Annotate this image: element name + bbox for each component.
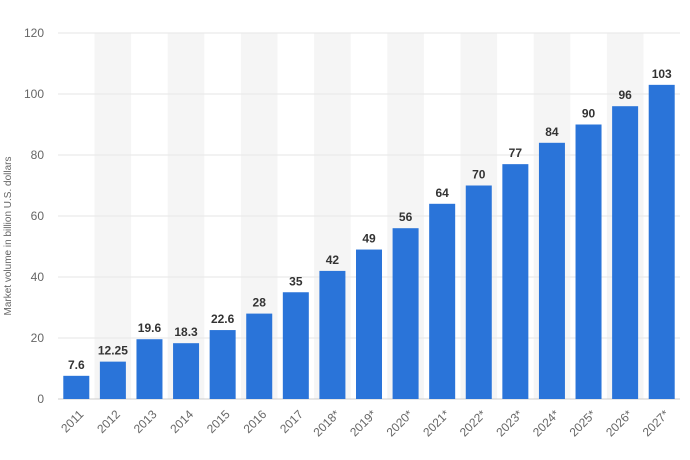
data-labels: 7.6 12.25 19.6 18.3 22.6 28 35 42 49 56 64 70 77 84 90… (68, 67, 672, 372)
bar (392, 228, 419, 399)
x-axis-tick-labels: 2011 2012 2013 2014 2015 2016 2017 2018* 2019* 20… (58, 407, 672, 439)
y-tick-label: 120 (24, 26, 44, 40)
y-tick-label: 60 (31, 209, 45, 223)
x-tick-label: 2023* (493, 407, 525, 439)
y-tick-label: 80 (31, 148, 45, 162)
y-axis-tick-labels: 0 20 40 60 80 100 120 (24, 26, 44, 406)
data-label: 22.6 (211, 312, 235, 326)
x-tick-label: 2026* (603, 407, 635, 439)
data-label: 103 (652, 67, 672, 81)
data-label: 56 (399, 210, 413, 224)
data-label: 64 (435, 186, 449, 200)
y-tick-label: 40 (31, 270, 45, 284)
y-tick-label: 100 (24, 87, 44, 101)
x-tick-label: 2013 (131, 407, 160, 436)
bar (136, 339, 163, 399)
x-tick-label: 2011 (58, 407, 86, 435)
x-tick-label: 2025* (567, 407, 599, 439)
y-tick-label: 20 (31, 331, 45, 345)
data-label: 19.6 (138, 321, 162, 335)
x-tick-label: 2017 (277, 407, 306, 436)
x-tick-label: 2020* (384, 407, 416, 439)
x-tick-label: 2014 (167, 407, 196, 436)
bars (63, 84, 675, 400)
bar (356, 249, 382, 399)
y-tick-label: 0 (37, 392, 44, 406)
x-tick-label: 2012 (94, 407, 123, 436)
data-label: 18.3 (174, 325, 198, 339)
x-tick-label: 2016 (241, 407, 270, 436)
bar (246, 313, 273, 399)
data-label: 90 (582, 107, 596, 121)
bar (429, 203, 456, 399)
y-axis-title: Market volume in billion U.S. dollars (3, 157, 14, 316)
bar (63, 375, 90, 399)
data-label: 28 (253, 296, 267, 310)
bar (538, 142, 565, 400)
bar (173, 343, 200, 399)
x-tick-label: 2027* (640, 407, 672, 439)
data-label: 42 (326, 253, 340, 267)
bar (612, 106, 639, 399)
data-label: 70 (472, 168, 486, 182)
bar (575, 124, 602, 399)
x-tick-label: 2022* (457, 407, 489, 439)
data-label: 35 (289, 274, 303, 288)
data-label: 12.25 (98, 344, 128, 358)
bar (319, 270, 346, 399)
bar (99, 361, 126, 399)
bar (282, 292, 309, 399)
bar (648, 84, 675, 399)
bar (502, 164, 529, 399)
data-label: 77 (509, 146, 523, 160)
data-label: 49 (362, 232, 376, 246)
x-tick-label: 2019* (347, 407, 379, 439)
x-tick-label: 2024* (530, 407, 562, 439)
data-label: 96 (618, 88, 632, 102)
bar (465, 185, 492, 399)
data-label: 7.6 (68, 358, 85, 372)
bar (209, 330, 236, 399)
x-tick-label: 2015 (204, 407, 233, 436)
data-label: 84 (545, 125, 559, 139)
x-tick-label: 2021* (420, 407, 452, 439)
x-tick-label: 2018* (310, 407, 342, 439)
